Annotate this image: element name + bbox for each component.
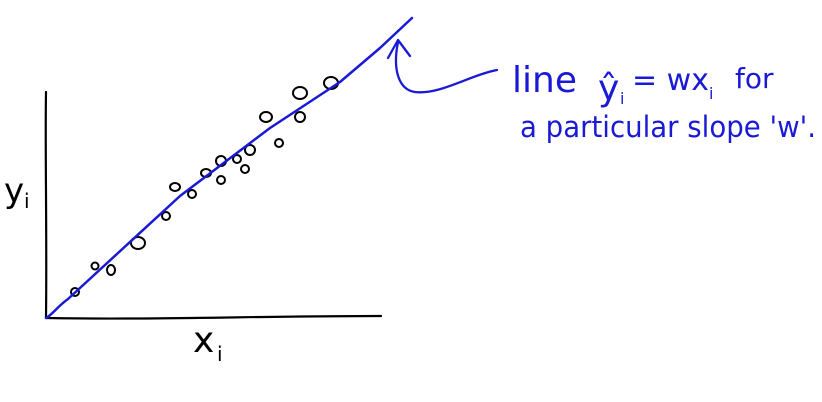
data-point [232, 154, 242, 164]
data-point [130, 236, 146, 250]
x-axis [44, 314, 383, 320]
annotation-arrow [394, 40, 499, 94]
y-axis [44, 90, 48, 320]
data-point [259, 111, 273, 123]
data-point [70, 287, 80, 297]
annotation-line-2: a particular slope 'w'. [520, 110, 816, 144]
annotation-line-1: line ŷ i = wx i for [512, 60, 774, 109]
data-point [161, 211, 171, 221]
y-axis-label: y [4, 171, 24, 211]
annotation-word-for: for [735, 62, 774, 95]
data-point [274, 138, 284, 148]
data-point [244, 144, 256, 156]
data-point [240, 164, 250, 174]
data-point [216, 175, 226, 185]
annotation-equation: = wx [632, 63, 709, 98]
y-axis-subscript: i [24, 189, 30, 213]
annotation-yhat-subscript: i [620, 89, 624, 108]
data-point [90, 261, 100, 271]
x-axis-subscript: i [217, 342, 223, 366]
data-point [294, 111, 306, 123]
data-point [169, 182, 181, 192]
data-point [187, 189, 197, 199]
regression-line [44, 16, 414, 320]
annotation-yhat: ŷ [598, 68, 619, 109]
annotation-equation-subscript: i [709, 84, 713, 103]
arrow-head-icon [386, 38, 412, 60]
annotation-word-line: line [512, 60, 577, 101]
x-axis-label: x [193, 320, 214, 361]
data-point [292, 86, 308, 100]
data-point [106, 264, 116, 276]
